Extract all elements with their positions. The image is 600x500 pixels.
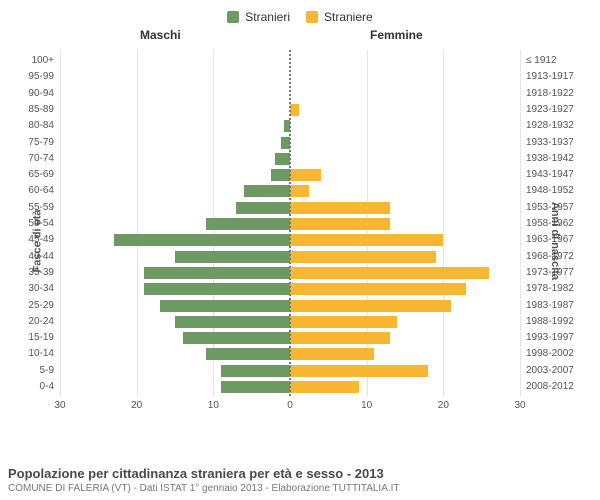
age-label: 45-49 [28, 233, 60, 247]
age-label: 55-59 [28, 201, 60, 215]
bar-female [290, 283, 466, 295]
birth-year-label: 1948-1952 [520, 184, 574, 198]
age-label: 30-34 [28, 282, 60, 296]
age-label: 10-14 [28, 347, 60, 361]
bar-female [290, 365, 428, 377]
birth-year-label: 1933-1937 [520, 136, 574, 150]
birth-year-label: 1928-1932 [520, 119, 574, 133]
bar-male [236, 202, 290, 214]
age-label: 80-84 [28, 119, 60, 133]
birth-year-label: 1963-1967 [520, 233, 574, 247]
bar-female [290, 218, 390, 230]
header-female: Femmine [370, 28, 423, 42]
birth-year-label: 1923-1927 [520, 103, 574, 117]
birth-year-label: 1958-1962 [520, 217, 574, 231]
age-label: 40-44 [28, 250, 60, 264]
bar-male [160, 300, 290, 312]
birth-year-label: 1983-1987 [520, 299, 574, 313]
x-axis: 3020100102030 [60, 400, 520, 416]
bar-female [290, 169, 321, 181]
chart-container: Stranieri Straniere Maschi Femmine Fasce… [0, 0, 600, 500]
birth-year-label: 1993-1997 [520, 331, 574, 345]
age-label: 70-74 [28, 152, 60, 166]
bar-male [144, 283, 290, 295]
legend-swatch-female [306, 11, 318, 23]
x-tick: 20 [131, 400, 142, 411]
bar-female [290, 251, 436, 263]
footer: Popolazione per cittadinanza straniera p… [8, 466, 592, 494]
age-label: 65-69 [28, 168, 60, 182]
age-label: 75-79 [28, 136, 60, 150]
birth-year-label: 1998-2002 [520, 347, 574, 361]
header-male: Maschi [140, 28, 181, 42]
age-label: 100+ [31, 54, 60, 68]
bar-male [175, 251, 290, 263]
legend-label-female: Straniere [324, 10, 373, 24]
age-label: 90-94 [28, 87, 60, 101]
x-tick: 10 [208, 400, 219, 411]
bar-male [244, 185, 290, 197]
legend-label-male: Stranieri [245, 10, 290, 24]
bar-female [290, 202, 390, 214]
plot-region: 100+≤ 191295-991913-191790-941918-192285… [60, 50, 520, 396]
birth-year-label: 1953-1957 [520, 201, 574, 215]
column-headers: Maschi Femmine [0, 28, 600, 46]
bar-male [206, 218, 290, 230]
legend-item-male: Stranieri [227, 10, 290, 24]
birth-year-label: 1973-1977 [520, 266, 574, 280]
birth-year-label: 1918-1922 [520, 87, 574, 101]
age-label: 85-89 [28, 103, 60, 117]
x-tick: 30 [54, 400, 65, 411]
bar-male [221, 365, 290, 377]
age-label: 20-24 [28, 315, 60, 329]
age-label: 95-99 [28, 70, 60, 84]
birth-year-label: 1968-1972 [520, 250, 574, 264]
bar-female [290, 185, 309, 197]
center-divider [289, 50, 291, 396]
x-tick: 10 [361, 400, 372, 411]
birth-year-label: 1978-1982 [520, 282, 574, 296]
age-label: 25-29 [28, 299, 60, 313]
bar-female [290, 104, 299, 116]
chart-subtitle: COMUNE DI FALERIA (VT) - Dati ISTAT 1° g… [8, 483, 592, 494]
legend: Stranieri Straniere [0, 0, 600, 28]
age-label: 35-39 [28, 266, 60, 280]
bar-male [114, 234, 290, 246]
age-label: 5-9 [40, 364, 60, 378]
birth-year-label: 1988-1992 [520, 315, 574, 329]
age-label: 50-54 [28, 217, 60, 231]
birth-year-label: 1938-1942 [520, 152, 574, 166]
bar-female [290, 234, 443, 246]
bar-male [271, 169, 290, 181]
bar-male [183, 332, 290, 344]
x-tick: 20 [438, 400, 449, 411]
birth-year-label: 1943-1947 [520, 168, 574, 182]
bar-female [290, 267, 489, 279]
legend-item-female: Straniere [306, 10, 373, 24]
birth-year-label: 2008-2012 [520, 380, 574, 394]
legend-swatch-male [227, 11, 239, 23]
bar-female [290, 300, 451, 312]
x-tick: 0 [287, 400, 293, 411]
bar-female [290, 348, 374, 360]
age-label: 15-19 [28, 331, 60, 345]
bar-male [221, 381, 290, 393]
birth-year-label: 1913-1917 [520, 70, 574, 84]
bar-male [206, 348, 290, 360]
birth-year-label: 2003-2007 [520, 364, 574, 378]
chart-area: Fasce di età Anni di nascita 100+≤ 19129… [0, 46, 600, 436]
bar-male [144, 267, 290, 279]
age-label: 0-4 [40, 380, 60, 394]
bar-female [290, 332, 390, 344]
chart-title: Popolazione per cittadinanza straniera p… [8, 466, 592, 481]
birth-year-label: ≤ 1912 [520, 54, 557, 68]
bar-female [290, 381, 359, 393]
bar-male [275, 153, 290, 165]
x-tick: 30 [514, 400, 525, 411]
bar-female [290, 316, 397, 328]
bar-male [175, 316, 290, 328]
age-label: 60-64 [28, 184, 60, 198]
